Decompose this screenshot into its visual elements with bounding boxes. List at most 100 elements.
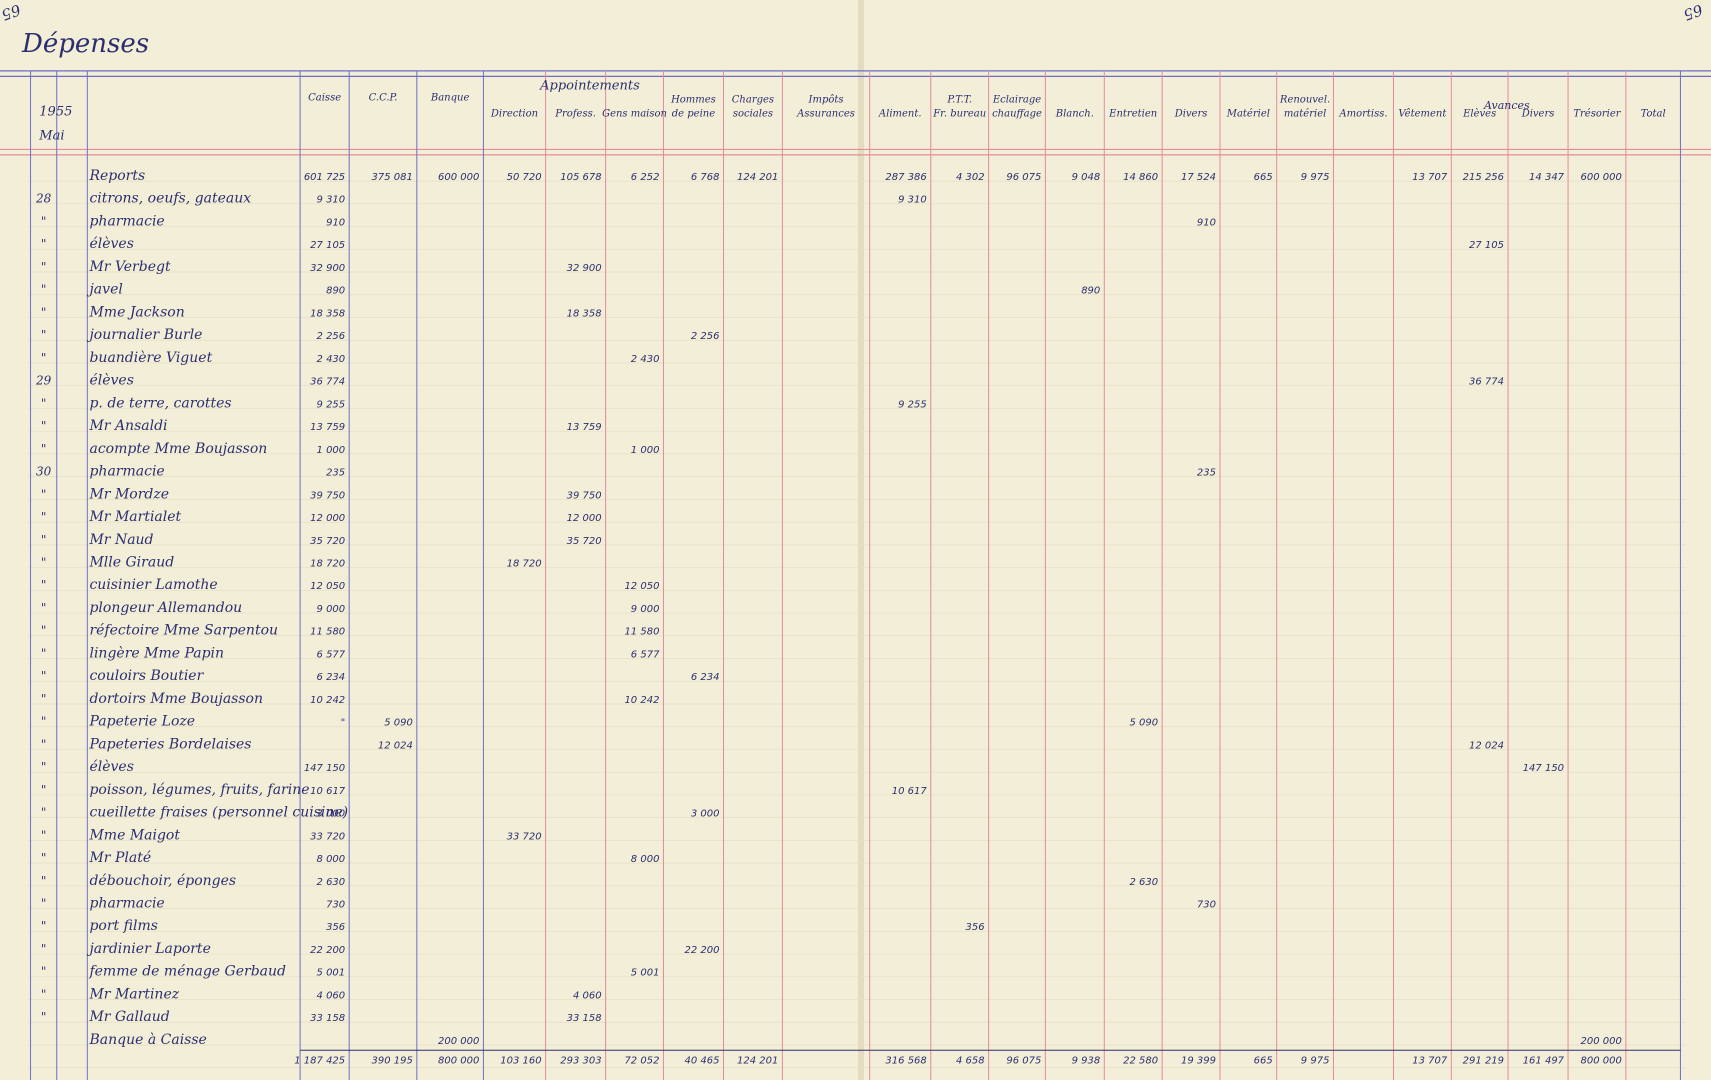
amount: 8 000 bbox=[317, 854, 346, 865]
amount: 12 024 bbox=[378, 740, 413, 751]
year: 1955 bbox=[39, 105, 72, 120]
amount: 14 860 bbox=[1123, 172, 1158, 183]
amount: 910 bbox=[326, 217, 345, 228]
column-header: C.C.P. bbox=[369, 92, 398, 103]
amount: 2 256 bbox=[691, 331, 720, 342]
total-amount: 161 497 bbox=[1523, 1055, 1565, 1066]
amount: 9 310 bbox=[317, 195, 346, 206]
amount: 35 720 bbox=[310, 536, 345, 547]
column-header-top: P.T.T. bbox=[946, 95, 972, 106]
row-day: " bbox=[41, 987, 47, 1001]
column-header: Direction bbox=[490, 109, 538, 120]
total-amount: 800 000 bbox=[438, 1055, 479, 1066]
amount: 6 577 bbox=[631, 649, 660, 660]
amount: 600 000 bbox=[438, 172, 479, 183]
row-label: pharmacie bbox=[89, 464, 164, 480]
column-header: Caisse bbox=[308, 92, 341, 103]
amount: 33 158 bbox=[567, 1013, 602, 1024]
amount: 12 050 bbox=[624, 581, 659, 592]
amount: 9 975 bbox=[1301, 172, 1330, 183]
amount: 27 105 bbox=[1469, 240, 1504, 251]
amount: 35 720 bbox=[567, 536, 602, 547]
row-label: journalier Burle bbox=[86, 327, 202, 343]
amount: 27 105 bbox=[310, 240, 345, 251]
row-label: Mr Naud bbox=[88, 532, 153, 548]
row-label: acompte Mme Boujasson bbox=[89, 441, 267, 457]
row-label: Mr Martinez bbox=[88, 986, 179, 1002]
row-day: " bbox=[41, 851, 47, 865]
amount: 9 000 bbox=[631, 604, 660, 615]
column-header: Divers bbox=[1174, 109, 1208, 120]
row-day: " bbox=[41, 305, 47, 319]
page-number-right: 65 bbox=[1681, 0, 1705, 23]
row-day: " bbox=[41, 442, 47, 456]
amount: 17 524 bbox=[1181, 172, 1216, 183]
amount: 375 081 bbox=[371, 172, 412, 183]
column-header-top: Impôts bbox=[808, 95, 844, 106]
column-header: Amortiss. bbox=[1338, 109, 1387, 120]
row-day: " bbox=[41, 737, 47, 751]
row-label: élèves bbox=[89, 373, 133, 389]
amount: 10 242 bbox=[624, 695, 659, 706]
amount: 235 bbox=[1197, 468, 1216, 479]
amount: 3 000 bbox=[691, 809, 720, 820]
column-header: Entretien bbox=[1108, 109, 1157, 120]
row-day: " bbox=[41, 487, 47, 501]
amount: 11 580 bbox=[624, 627, 659, 638]
row-day: " bbox=[41, 1010, 47, 1024]
row-day: " bbox=[41, 806, 47, 820]
row-day: " bbox=[41, 578, 47, 592]
amount: 6 577 bbox=[317, 649, 346, 660]
amount: 9 255 bbox=[317, 399, 346, 410]
column-header: Banque bbox=[430, 92, 470, 103]
amount: 4 060 bbox=[317, 990, 346, 1001]
amount: 5 001 bbox=[317, 968, 346, 979]
row-day: " bbox=[41, 669, 47, 683]
row-day: 28 bbox=[35, 192, 52, 206]
total-amount: 390 195 bbox=[371, 1055, 412, 1066]
amount: 96 075 bbox=[1006, 172, 1041, 183]
total-amount: 9 938 bbox=[1072, 1055, 1101, 1066]
amount: 18 720 bbox=[507, 558, 542, 569]
total-amount: 1 187 425 bbox=[294, 1055, 345, 1066]
ledger-title: Dépenses bbox=[21, 29, 149, 59]
row-label: Mr Platé bbox=[88, 850, 151, 866]
row-label: pharmacie bbox=[89, 896, 164, 912]
amount: 11 580 bbox=[310, 627, 345, 638]
amount: 5 090 bbox=[384, 718, 413, 729]
amount: 730 bbox=[326, 900, 345, 911]
column-header-top: Renouvel. bbox=[1279, 95, 1330, 106]
total-amount: 9 975 bbox=[1301, 1055, 1330, 1066]
row-day: " bbox=[41, 828, 47, 842]
row-label: poisson, légumes, fruits, farine bbox=[89, 782, 309, 798]
row-day: " bbox=[41, 919, 47, 933]
amount: 730 bbox=[1197, 900, 1216, 911]
row-day: " bbox=[41, 783, 47, 797]
total-amount: 665 bbox=[1254, 1055, 1273, 1066]
row-day: " bbox=[41, 419, 47, 433]
amount: 601 725 bbox=[304, 172, 345, 183]
row-day: " bbox=[41, 646, 47, 660]
amount: 147 150 bbox=[304, 763, 345, 774]
amount: 18 358 bbox=[310, 308, 345, 319]
amount: 2 256 bbox=[317, 331, 346, 342]
column-header-top: Hommes bbox=[670, 95, 716, 106]
row-label: couloirs Boutier bbox=[89, 668, 204, 684]
row-day: 30 bbox=[36, 465, 52, 479]
total-amount: 103 160 bbox=[500, 1055, 541, 1066]
amount: 600 000 bbox=[1581, 172, 1622, 183]
amount: 33 720 bbox=[507, 831, 542, 842]
row-day: " bbox=[41, 260, 47, 274]
row-label: jardinier Laporte bbox=[86, 941, 210, 957]
column-header: Trésorier bbox=[1573, 109, 1621, 120]
amount: 6 252 bbox=[631, 172, 660, 183]
amount: " bbox=[341, 718, 346, 729]
amount: 287 386 bbox=[885, 172, 926, 183]
amount: 10 617 bbox=[892, 786, 928, 797]
total-amount: 124 201 bbox=[737, 1055, 778, 1066]
amount: 665 bbox=[1254, 172, 1273, 183]
amount: 12 000 bbox=[310, 513, 345, 524]
amount: 124 201 bbox=[737, 172, 778, 183]
row-day: " bbox=[41, 965, 47, 979]
